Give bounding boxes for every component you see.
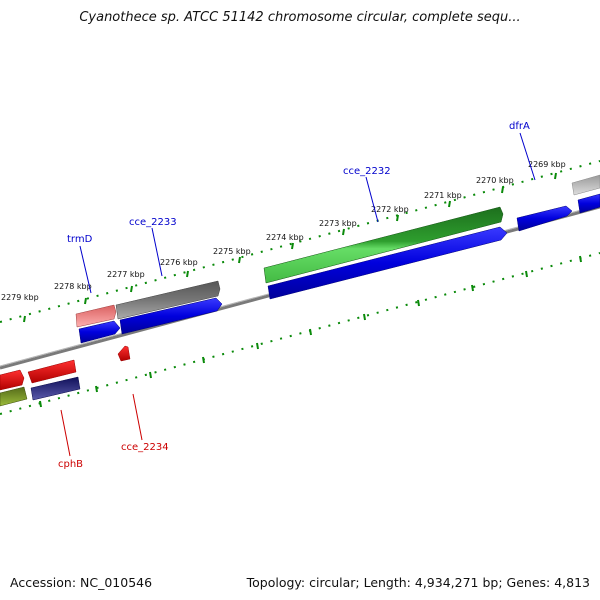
kbp-label: 2277 kbp (107, 270, 145, 279)
kbp-label: 2272 kbp (371, 205, 409, 214)
leader-cce-2234 (132, 393, 143, 441)
outer-tick-ring (0, 160, 600, 323)
gene-blue-dfra[interactable] (516, 205, 573, 232)
kbp-label: 2269 kbp (528, 160, 566, 169)
inner-tick-ring (0, 252, 600, 415)
gene-blue-trmd[interactable] (78, 320, 121, 344)
kbp-label: 2273 kbp (319, 219, 357, 228)
gene-gray-cce-2233[interactable] (115, 280, 221, 320)
leader-trmd (79, 245, 92, 294)
kbp-label: 2276 kbp (160, 258, 198, 267)
gene-label-dfra[interactable]: dfrA (509, 121, 530, 132)
kbp-label: 2274 kbp (266, 233, 304, 242)
gene-olive-left[interactable] (0, 386, 28, 407)
gene-red-cce-2234[interactable] (117, 345, 131, 362)
kbp-label: 2279 kbp (1, 293, 39, 302)
gene-label-cce-2232[interactable]: cce_2232 (343, 166, 391, 177)
leader-cce-2233 (151, 227, 163, 277)
leader-dfra (519, 132, 536, 181)
inner-major-ticks (39, 255, 582, 408)
gene-label-cce-2234[interactable]: cce_2234 (121, 442, 169, 453)
gene-blue-right-edge[interactable] (577, 193, 600, 214)
kbp-label: 2278 kbp (54, 282, 92, 291)
gene-blue-long[interactable] (267, 226, 508, 300)
gene-red-cphb[interactable] (27, 359, 77, 384)
leader-cphb (60, 409, 71, 457)
map-title: Cyanothece sp. ATCC 51142 chromosome cir… (79, 10, 521, 25)
accession-text: Accession: NC_010546 (10, 575, 153, 590)
gene-light-gray[interactable] (571, 174, 600, 196)
gene-green-cce-2232[interactable] (263, 206, 504, 284)
gene-pink-trmd[interactable] (75, 304, 117, 328)
gene-label-trmd[interactable]: trmD (67, 234, 93, 245)
kbp-label: 2275 kbp (213, 247, 251, 256)
gene-red-left[interactable] (0, 369, 25, 391)
outer-major-ticks (23, 172, 557, 323)
genome-summary-text: Topology: circular; Length: 4,934,271 bp… (246, 575, 590, 590)
kbp-label: 2270 kbp (476, 176, 514, 185)
leader-cce-2232 (365, 176, 379, 223)
gene-label-cce-2233[interactable]: cce_2233 (129, 217, 177, 228)
kbp-label: 2271 kbp (424, 191, 462, 200)
gene-navy-cphb[interactable] (30, 376, 81, 401)
gene-blue-cce-2233[interactable] (119, 297, 223, 335)
gene-label-cphb[interactable]: cphB (58, 459, 83, 470)
